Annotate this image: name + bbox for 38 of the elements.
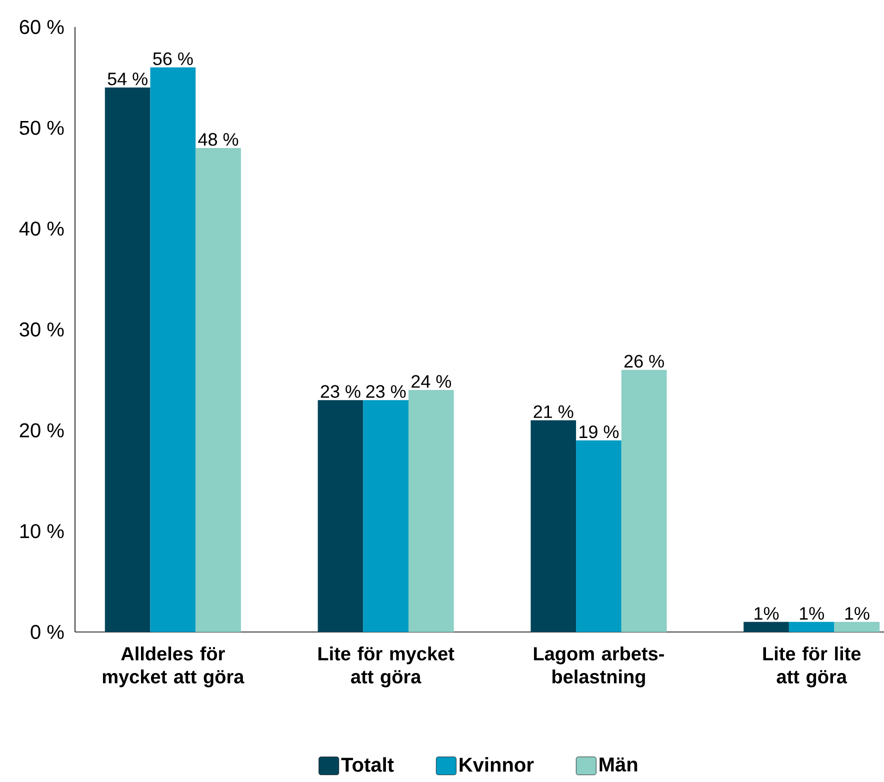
- legend-label: Män: [600, 758, 638, 772]
- x-tick-label: Lite för lite att göra: [763, 646, 861, 688]
- data-label: 1%: [800, 607, 824, 620]
- data-label: 23 %: [366, 385, 406, 398]
- bar: [408, 390, 454, 632]
- data-label: 23 %: [320, 385, 360, 398]
- y-tick-label: 30 %: [20, 322, 64, 337]
- data-label: 48 %: [198, 133, 238, 146]
- bar: [788, 622, 834, 632]
- y-tick-label: 50 %: [20, 120, 64, 135]
- y-tick-label: 10 %: [20, 524, 64, 538]
- bar: [363, 400, 408, 632]
- data-label: 56 %: [153, 52, 193, 66]
- x-tick-label: Lite för mycket att göra: [318, 646, 454, 688]
- legend-label: Totalt: [341, 757, 394, 772]
- legend-label: Kvinnor: [460, 757, 534, 772]
- data-label: 1%: [754, 607, 779, 620]
- data-label: 24 %: [412, 375, 452, 388]
- bar: [530, 420, 576, 632]
- bar: [576, 440, 622, 632]
- x-tick-label: Alldeles för mycket att göra: [102, 646, 244, 688]
- bar: [196, 148, 241, 632]
- bar: [318, 400, 364, 632]
- y-tick-label: 40 %: [19, 222, 64, 236]
- y-tick-label: 0 %: [30, 624, 64, 640]
- bar: [104, 87, 150, 632]
- data-label: 54 %: [108, 72, 148, 86]
- bar: [834, 622, 880, 632]
- y-tick-label: 20 %: [20, 423, 64, 438]
- data-label: 1%: [845, 607, 870, 620]
- bar: [744, 622, 789, 632]
- bar: [150, 67, 196, 632]
- data-label: 19 %: [580, 425, 619, 438]
- data-label: 26 %: [624, 354, 664, 368]
- x-tick-label: Lagom arbets-belastning: [534, 646, 664, 688]
- y-tick-label: 60 %: [20, 20, 64, 34]
- bar: [621, 370, 667, 632]
- data-label: 21 %: [534, 405, 574, 418]
